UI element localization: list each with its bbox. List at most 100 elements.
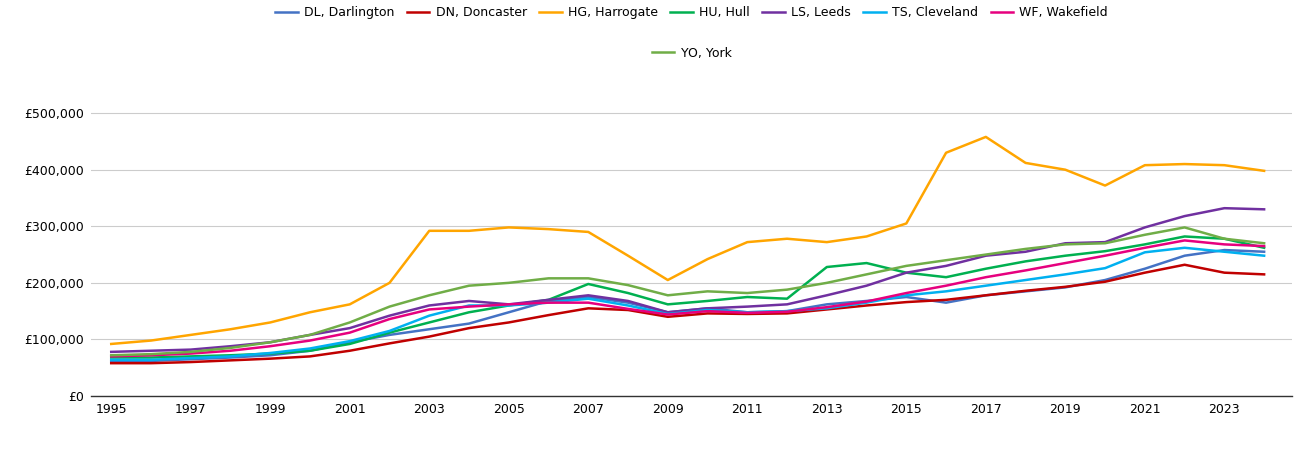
DN, Doncaster [820,307,835,312]
Line: HU, Hull: HU, Hull [111,236,1265,358]
TS, Cleveland [660,311,676,317]
YO, York [1216,236,1232,242]
HG, Harrogate [1177,162,1193,167]
DN, Doncaster [660,314,676,319]
HU, Hull [1177,234,1193,239]
HU, Hull [938,274,954,280]
LS, Leeds [620,298,636,304]
LS, Leeds [381,313,397,318]
HU, Hull [779,296,795,302]
TS, Cleveland [422,313,437,318]
WF, Wakefield [144,352,159,358]
WF, Wakefield [1137,245,1152,251]
WF, Wakefield [859,299,874,304]
HU, Hull [381,330,397,335]
DL, Darlington [144,358,159,364]
Legend: YO, York: YO, York [651,47,732,60]
HU, Hull [422,320,437,325]
YO, York [1257,241,1272,246]
WF, Wakefield [779,309,795,315]
HG, Harrogate [820,239,835,245]
DN, Doncaster [899,299,915,305]
HU, Hull [342,341,358,346]
DN, Doncaster [501,320,517,325]
DL, Darlington [1216,248,1232,253]
TS, Cleveland [620,303,636,308]
HU, Hull [899,270,915,275]
DL, Darlington [1137,266,1152,271]
Line: WF, Wakefield: WF, Wakefield [111,240,1265,356]
DL, Darlington [699,306,715,311]
DN, Doncaster [938,297,954,302]
LS, Leeds [1137,225,1152,230]
HU, Hull [581,281,596,287]
DL, Darlington [540,298,556,304]
TS, Cleveland [1257,253,1272,258]
TS, Cleveland [1177,245,1193,251]
DL, Darlington [899,294,915,300]
DL, Darlington [103,358,119,364]
YO, York [103,352,119,358]
DN, Doncaster [740,311,756,317]
YO, York [779,287,795,292]
DN, Doncaster [342,348,358,353]
WF, Wakefield [422,307,437,312]
HG, Harrogate [660,277,676,283]
LS, Leeds [183,347,198,352]
HG, Harrogate [501,225,517,230]
DL, Darlington [303,348,318,353]
LS, Leeds [1257,207,1272,212]
DL, Darlington [381,332,397,338]
TS, Cleveland [262,350,278,356]
DN, Doncaster [183,360,198,365]
TS, Cleveland [540,300,556,306]
DN, Doncaster [103,360,119,366]
WF, Wakefield [938,283,954,288]
YO, York [581,276,596,281]
DL, Darlington [183,356,198,362]
DL, Darlington [859,298,874,304]
LS, Leeds [1177,213,1193,219]
HG, Harrogate [1257,168,1272,174]
DL, Darlington [581,294,596,300]
HG, Harrogate [977,134,993,140]
LS, Leeds [1098,239,1113,245]
HG, Harrogate [699,256,715,262]
DL, Darlington [422,327,437,332]
HG, Harrogate [223,327,239,332]
TS, Cleveland [342,338,358,344]
YO, York [740,290,756,296]
HU, Hull [820,264,835,270]
HU, Hull [540,297,556,302]
DN, Doncaster [461,325,476,331]
LS, Leeds [103,349,119,355]
DN, Doncaster [1137,270,1152,275]
WF, Wakefield [303,338,318,343]
YO, York [262,340,278,345]
YO, York [899,263,915,269]
LS, Leeds [779,302,795,307]
TS, Cleveland [501,303,517,308]
LS, Leeds [422,303,437,308]
LS, Leeds [1018,249,1034,254]
HG, Harrogate [540,226,556,232]
DN, Doncaster [223,358,239,363]
HU, Hull [977,266,993,271]
DN, Doncaster [1257,272,1272,277]
HU, Hull [103,355,119,360]
HU, Hull [1137,242,1152,247]
DN, Doncaster [1018,288,1034,293]
HU, Hull [262,351,278,356]
DL, Darlington [461,321,476,326]
TS, Cleveland [699,307,715,313]
LS, Leeds [262,340,278,345]
DL, Darlington [779,308,795,314]
HG, Harrogate [938,150,954,155]
HG, Harrogate [144,338,159,343]
WF, Wakefield [342,330,358,335]
YO, York [620,283,636,288]
Line: DN, Doncaster: DN, Doncaster [111,265,1265,363]
YO, York [223,345,239,351]
LS, Leeds [820,292,835,298]
WF, Wakefield [381,316,397,322]
